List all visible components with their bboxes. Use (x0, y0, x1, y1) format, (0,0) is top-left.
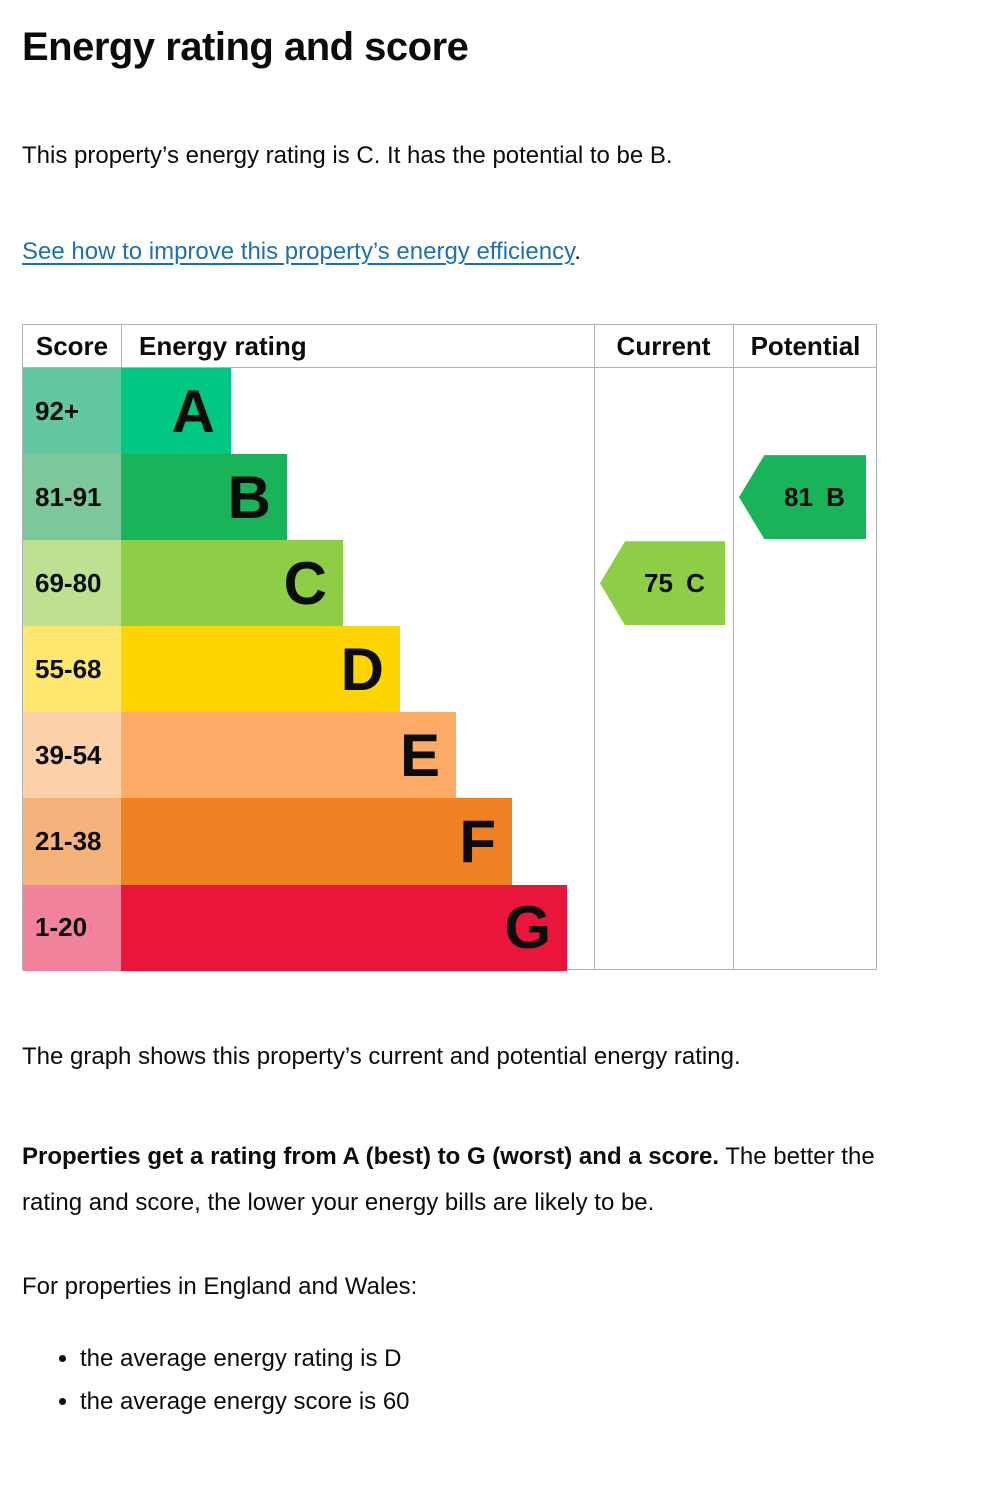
band-score-label: 55-68 (23, 626, 121, 713)
band-score-label: 92+ (23, 368, 121, 455)
band-row-d: 55-68 D (23, 626, 567, 713)
band-letter-b: B (121, 454, 287, 541)
band-row-a: 92+ A (23, 368, 567, 455)
band-letter-d: D (121, 626, 400, 713)
graph-caption: The graph shows this property’s current … (22, 1043, 741, 1070)
band-score-label: 81-91 (23, 454, 121, 541)
band-row-e: 39-54 E (23, 712, 567, 799)
band-score-label: 1-20 (23, 884, 121, 971)
divider-current-column (594, 325, 595, 969)
band-letter-c: C (121, 540, 343, 627)
band-letter-e: E (121, 712, 456, 799)
epc-band-rows: 92+ A 81-91 B 69-80 C 55-68 D 39-54 E 21-38 F 1-20 G (23, 368, 567, 971)
column-header-energy-rating: Energy rating (139, 330, 307, 361)
divider-score-column (121, 325, 122, 367)
rating-description: Properties get a rating from A (best) to… (22, 1134, 904, 1226)
improve-efficiency-link[interactable]: See how to improve this property’s energ… (22, 238, 575, 265)
header-underline (23, 367, 876, 368)
rating-description-bold: Properties get a rating from A (best) to… (22, 1143, 719, 1170)
column-header-score: Score (35, 330, 109, 361)
band-score-label: 69-80 (23, 540, 121, 627)
band-row-g: 1-20 G (23, 884, 567, 971)
potential-rating-arrow: 81 B (739, 455, 866, 540)
average-stats-list: the average energy rating is D the avera… (22, 1344, 1000, 1417)
rating-description-rest: The better the rating and score, the low… (22, 1143, 875, 1216)
list-item: the average energy score is 60 (80, 1387, 1000, 1417)
band-letter-f: F (121, 798, 512, 885)
band-row-c: 69-80 C (23, 540, 567, 627)
band-score-label: 21-38 (23, 798, 121, 885)
column-header-current: Current (616, 330, 711, 361)
current-rating-arrow: 75 C (600, 541, 725, 626)
page-title: Energy rating and score (22, 25, 469, 69)
epc-rating-chart: Score Energy rating Current Potential 92… (22, 324, 877, 971)
page-content: Energy rating and score This property’s … (0, 0, 1000, 1417)
band-score-label: 39-54 (23, 712, 121, 799)
band-row-f: 21-38 F (23, 798, 567, 885)
improve-efficiency-paragraph: See how to improve this property’s energ… (22, 237, 1000, 267)
column-header-potential: Potential (750, 330, 861, 361)
divider-potential-column (733, 325, 734, 969)
rating-summary-text: This property’s energy rating is C. It h… (22, 142, 673, 169)
band-row-b: 81-91 B (23, 454, 567, 541)
region-heading: For properties in England and Wales: (22, 1273, 418, 1300)
band-letter-g: G (121, 884, 567, 971)
list-item: the average energy rating is D (80, 1344, 1000, 1374)
band-letter-a: A (121, 368, 231, 455)
link-suffix: . (574, 238, 581, 265)
